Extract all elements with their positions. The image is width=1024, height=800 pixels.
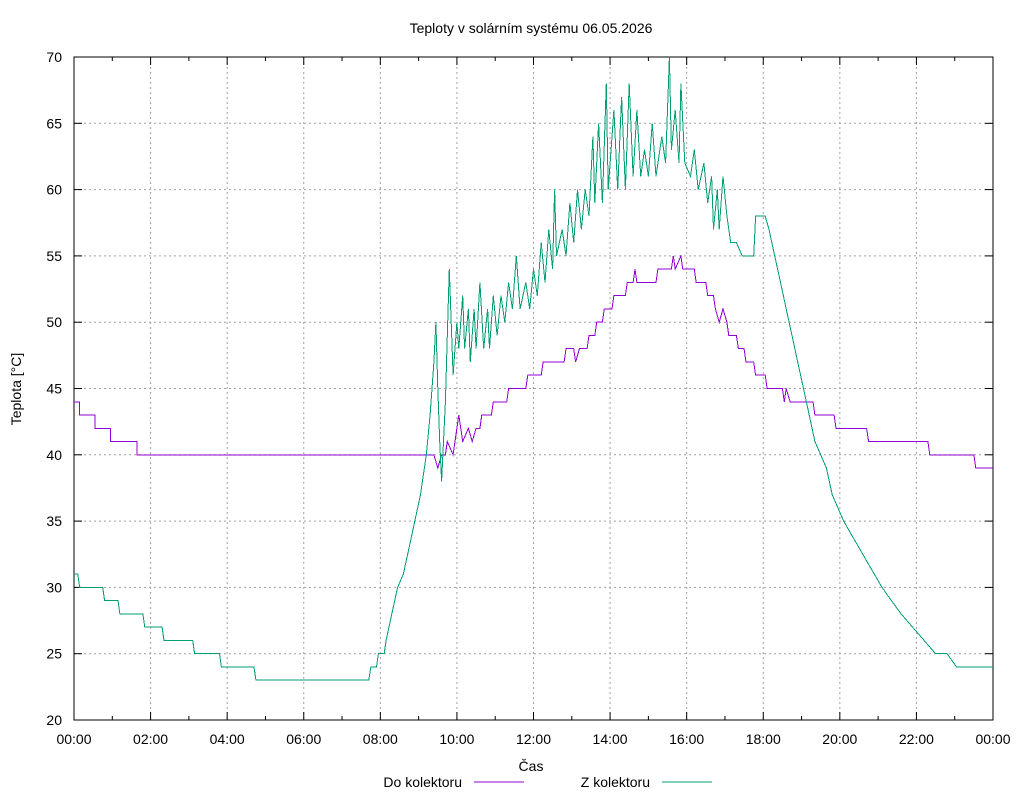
legend-label-do-kolektoru: Do kolektoru bbox=[383, 774, 462, 790]
x-tick-label: 16:00 bbox=[669, 731, 704, 747]
x-axis-label: Čas bbox=[519, 758, 544, 774]
y-tick-label: 35 bbox=[46, 513, 62, 529]
x-tick-label: 20:00 bbox=[822, 731, 857, 747]
x-tick-label: 10:00 bbox=[439, 731, 474, 747]
y-tick-label: 65 bbox=[46, 115, 62, 131]
y-tick-label: 20 bbox=[46, 712, 62, 728]
series-line-z-kolektoru bbox=[74, 56, 993, 681]
grid bbox=[74, 57, 993, 720]
x-tick-label: 02:00 bbox=[133, 731, 168, 747]
series-line-do-kolektoru bbox=[74, 254, 993, 470]
y-axis-label: Teplota [°C] bbox=[8, 353, 24, 426]
x-tick-label: 00:00 bbox=[56, 731, 91, 747]
x-tick-label: 00:00 bbox=[975, 731, 1010, 747]
x-tick-label: 18:00 bbox=[746, 731, 781, 747]
y-tick-label: 45 bbox=[46, 381, 62, 397]
y-tick-label: 70 bbox=[46, 49, 62, 65]
x-tick-label: 08:00 bbox=[363, 731, 398, 747]
x-tick-label: 14:00 bbox=[593, 731, 628, 747]
y-tick-label: 40 bbox=[46, 447, 62, 463]
y-axis: 20 25 30 35 40 45 50 55 60 65 70 bbox=[46, 49, 993, 728]
series-layer bbox=[74, 56, 993, 681]
x-tick-label: 06:00 bbox=[286, 731, 321, 747]
chart-title: Teploty v solárním systému 06.05.2026 bbox=[410, 20, 653, 36]
y-tick-label: 30 bbox=[46, 579, 62, 595]
x-tick-label: 04:00 bbox=[210, 731, 245, 747]
y-tick-label: 50 bbox=[46, 314, 62, 330]
y-tick-label: 55 bbox=[46, 248, 62, 264]
legend: Do kolektoru Z kolektoru bbox=[383, 774, 712, 790]
x-tick-label: 12:00 bbox=[516, 731, 551, 747]
x-axis: 00:00 02:00 04:00 06:00 08:00 10:00 12:00 14:00… bbox=[56, 57, 1011, 747]
x-tick-label: 22:00 bbox=[899, 731, 934, 747]
legend-label-z-kolektoru: Z kolektoru bbox=[581, 774, 650, 790]
y-tick-label: 25 bbox=[46, 646, 62, 662]
y-tick-label: 60 bbox=[46, 182, 62, 198]
